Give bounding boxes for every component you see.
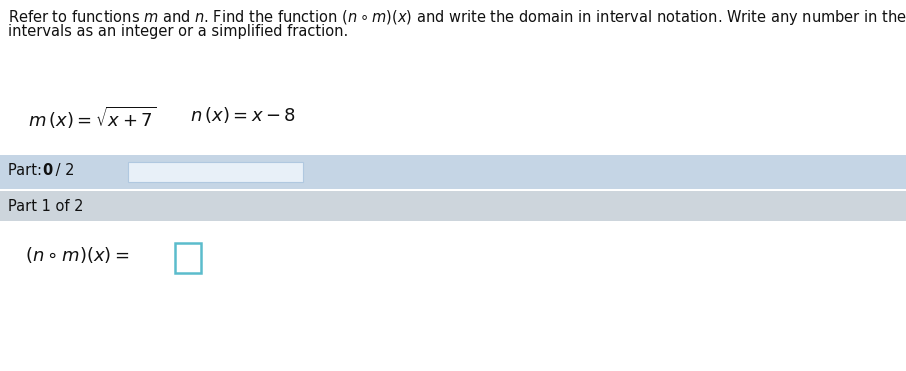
Bar bbox=[128, 162, 303, 182]
Bar bbox=[0, 155, 906, 189]
Text: 0: 0 bbox=[42, 163, 53, 178]
Bar bbox=[175, 243, 201, 273]
Text: / 2: / 2 bbox=[51, 163, 74, 178]
Text: Part:: Part: bbox=[8, 163, 46, 178]
Text: intervals as an integer or a simplified fraction.: intervals as an integer or a simplified … bbox=[8, 24, 348, 39]
Text: $(n \circ m)(x) =$: $(n \circ m)(x) =$ bbox=[25, 245, 130, 265]
Bar bbox=[0, 221, 906, 371]
Bar bbox=[0, 191, 906, 221]
Text: Part 1 of 2: Part 1 of 2 bbox=[8, 199, 83, 214]
Text: $n\,(x) = x-8$: $n\,(x) = x-8$ bbox=[190, 105, 296, 125]
Text: $m\,(x) = \sqrt{x+7}$: $m\,(x) = \sqrt{x+7}$ bbox=[28, 105, 157, 131]
Text: Refer to functions $m$ and $n$. Find the function $(n \circ m)(x)$ and write the: Refer to functions $m$ and $n$. Find the… bbox=[8, 8, 906, 27]
